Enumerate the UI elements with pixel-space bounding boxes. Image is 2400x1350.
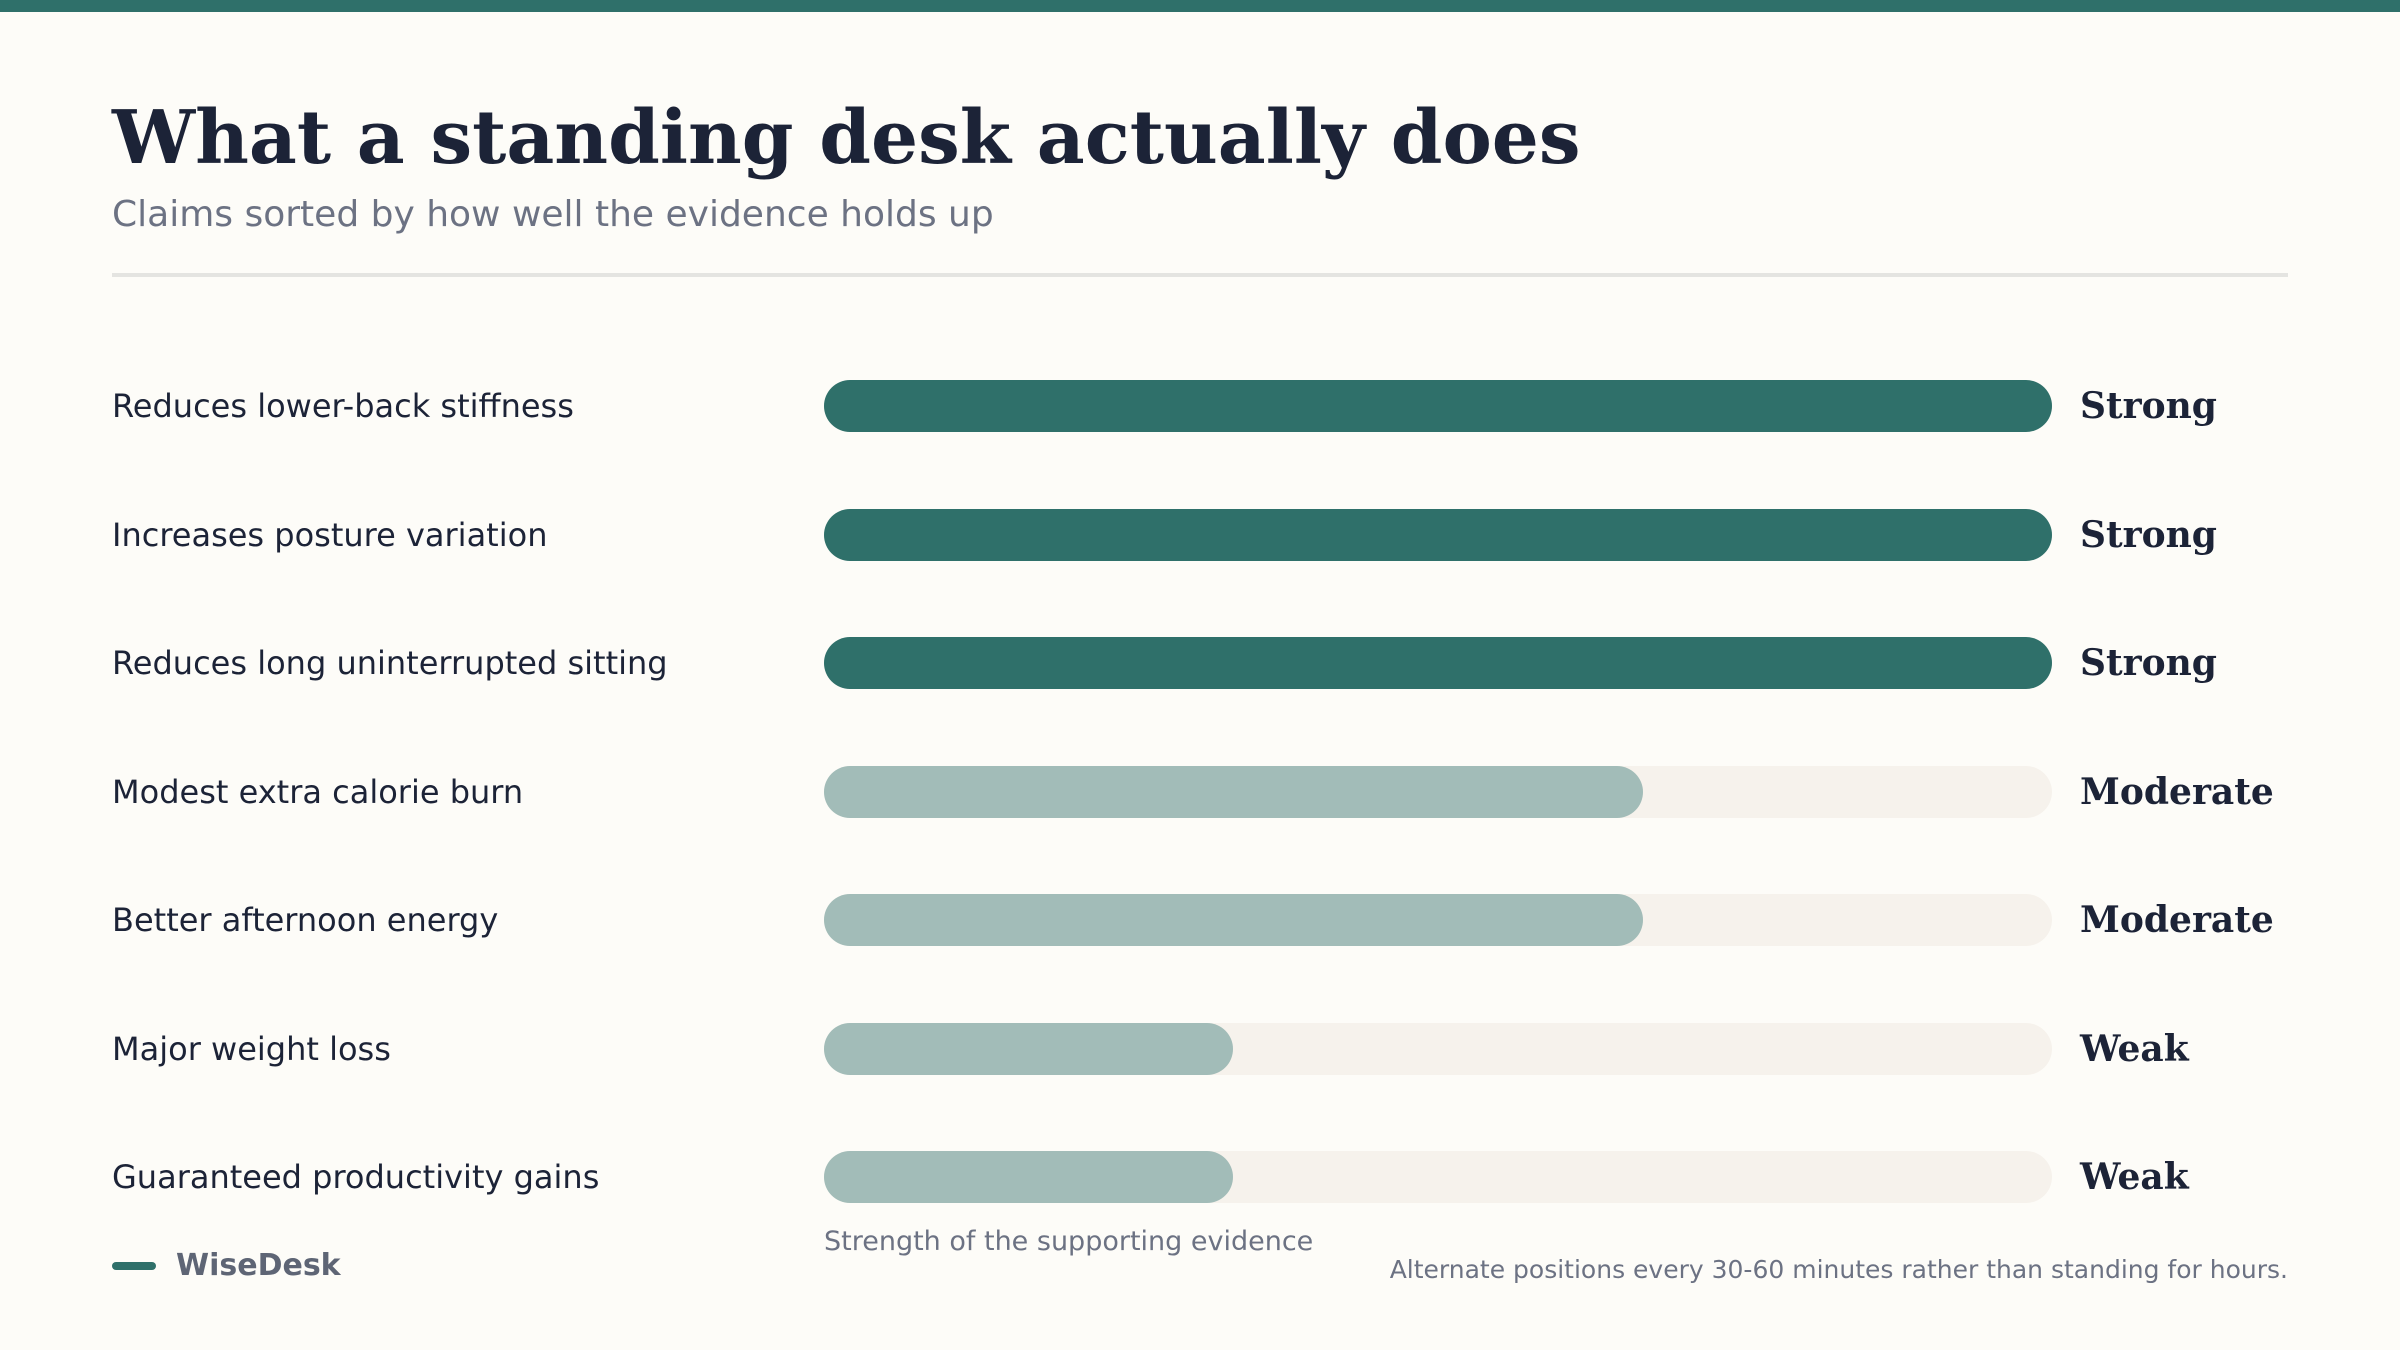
evidence-rating: Strong xyxy=(2080,642,2217,684)
brand-mark xyxy=(112,1262,156,1270)
claim-label: Guaranteed productivity gains xyxy=(112,1158,600,1196)
evidence-bar xyxy=(824,894,1643,946)
evidence-bar xyxy=(824,380,2052,432)
claim-label: Modest extra calorie burn xyxy=(112,773,524,811)
evidence-bar xyxy=(824,1151,1233,1203)
bar-track xyxy=(824,1151,2052,1203)
claim-label: Reduces lower-back stiffness xyxy=(112,387,574,425)
bar-track xyxy=(824,766,2052,818)
claim-label: Increases posture variation xyxy=(112,516,548,554)
bar-track xyxy=(824,894,2052,946)
evidence-bar xyxy=(824,1023,1233,1075)
axis-caption: Strength of the supporting evidence xyxy=(824,1226,1314,1257)
bar-track xyxy=(824,509,2052,561)
claim-label: Major weight loss xyxy=(112,1030,391,1068)
claim-label: Better afternoon energy xyxy=(112,901,499,939)
page-title: What a standing desk actually does xyxy=(112,95,1581,181)
header-divider xyxy=(112,273,2288,277)
claim-label: Reduces long uninterrupted sitting xyxy=(112,644,668,682)
footnote: Alternate positions every 30-60 minutes … xyxy=(1389,1255,2288,1284)
evidence-bar xyxy=(824,509,2052,561)
bar-track xyxy=(824,380,2052,432)
evidence-rating: Weak xyxy=(2080,1028,2189,1070)
evidence-bar xyxy=(824,637,2052,689)
page-subtitle: Claims sorted by how well the evidence h… xyxy=(112,194,994,235)
bar-track xyxy=(824,637,2052,689)
brand-name: WiseDesk xyxy=(176,1248,341,1283)
evidence-rating: Moderate xyxy=(2080,899,2274,941)
evidence-rating: Weak xyxy=(2080,1156,2189,1198)
bar-track xyxy=(824,1023,2052,1075)
evidence-rating: Strong xyxy=(2080,385,2217,427)
evidence-bar xyxy=(824,766,1643,818)
top-accent-bar xyxy=(0,0,2400,12)
evidence-rating: Strong xyxy=(2080,514,2217,556)
evidence-rating: Moderate xyxy=(2080,771,2274,813)
